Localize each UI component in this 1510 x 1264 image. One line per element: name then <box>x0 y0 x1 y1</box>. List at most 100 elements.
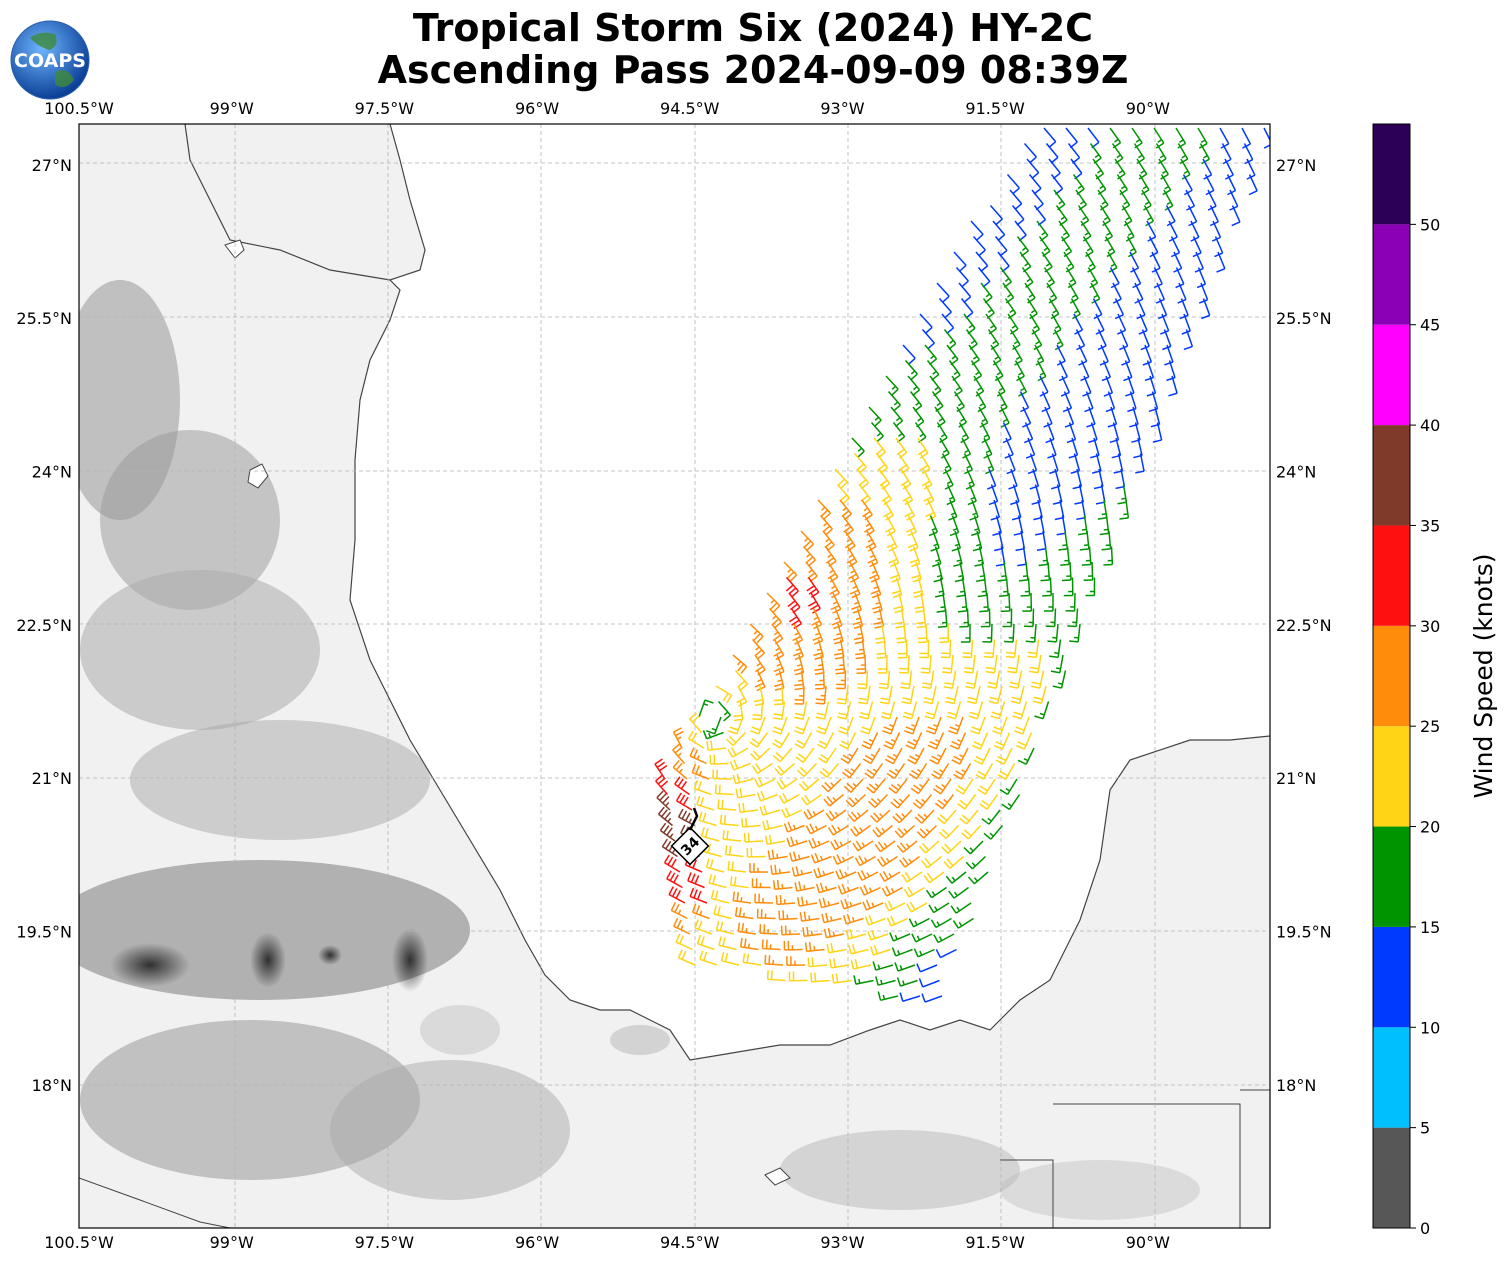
colorbar-tick-label: 50 <box>1420 215 1440 234</box>
wind-barb <box>751 878 771 889</box>
lon-tick-label-bottom: 99°W <box>210 1233 254 1252</box>
wind-barb <box>1162 329 1172 351</box>
wind-barb <box>1052 670 1067 689</box>
wind-barb <box>1201 298 1211 320</box>
wind-barb <box>837 701 852 720</box>
wind-barb <box>808 838 830 849</box>
wind-barb <box>990 499 1001 521</box>
wind-barb <box>1101 360 1111 382</box>
wind-barb <box>1123 360 1133 382</box>
wind-barb <box>794 716 810 735</box>
wind-barb <box>732 773 754 785</box>
wind-barb <box>1103 375 1114 397</box>
wind-barb <box>1144 360 1155 382</box>
wind-barb <box>1114 158 1126 180</box>
wind-barb <box>739 937 759 951</box>
wind-barb <box>888 778 908 794</box>
wind-barb <box>654 758 668 780</box>
wind-barb <box>921 329 935 350</box>
lat-ticks-right: 27°N 25.5°N 24°N 22.5°N 21°N 19.5°N 18°N <box>1276 156 1332 1095</box>
wind-barb <box>968 701 984 720</box>
wind-barb <box>816 732 835 750</box>
wind-barb <box>773 685 784 706</box>
wind-barb <box>773 639 785 661</box>
wind-barb <box>832 854 854 865</box>
wind-barb <box>722 830 742 842</box>
wind-barb <box>672 727 684 749</box>
wind-barb <box>857 870 879 881</box>
wind-barb <box>911 933 933 943</box>
wind-barb <box>1160 174 1172 196</box>
storm-track <box>688 807 699 831</box>
lon-tick-label-top: 93°W <box>820 99 864 118</box>
wind-barb <box>1035 515 1045 536</box>
wind-barb <box>829 958 850 969</box>
wind-barb <box>810 852 832 864</box>
wind-barb <box>934 794 955 810</box>
wind-barb <box>1141 189 1152 211</box>
wind-barb <box>1038 546 1049 567</box>
lon-tick-label-bottom: 96°W <box>515 1233 559 1252</box>
wind-barb <box>1040 561 1051 582</box>
wind-barb <box>987 329 1000 351</box>
wind-barb <box>657 806 673 827</box>
wind-barb <box>1001 794 1021 811</box>
wind-barb <box>741 817 761 828</box>
wind-barb <box>863 515 875 537</box>
wind-barb <box>668 886 686 904</box>
wind-barb <box>691 903 710 920</box>
lat-tick-label-left: 22.5°N <box>16 616 72 635</box>
wind-barb <box>933 933 955 944</box>
wind-barb <box>894 824 916 839</box>
wind-barb <box>901 685 915 705</box>
lon-ticks-top: 100.5°W 99°W 97.5°W 96°W 94.5°W 93°W 91.5°W 90°… <box>44 99 1170 118</box>
wind-barb <box>953 391 965 413</box>
wind-barb <box>821 912 842 924</box>
wind-barb <box>698 699 714 718</box>
lat-tick-label-left: 24°N <box>32 463 72 482</box>
wind-barb <box>789 608 802 630</box>
wind-barb <box>1025 623 1037 643</box>
wind-barb <box>908 763 928 780</box>
wind-barb <box>908 917 930 928</box>
wind-barb <box>761 939 781 951</box>
chart-title-line1: Tropical Storm Six (2024) HY-2C <box>413 6 1093 50</box>
wind-barb <box>948 499 958 521</box>
wind-barb <box>865 530 877 552</box>
wind-barb <box>838 716 854 735</box>
wind-barb <box>785 577 799 598</box>
wind-barb <box>700 827 720 842</box>
wind-barb <box>715 920 735 935</box>
wind-barb <box>830 839 852 851</box>
wind-barb <box>1008 468 1018 490</box>
wind-barb <box>818 897 840 909</box>
wind-barb <box>1140 329 1150 351</box>
wind-barb <box>896 977 918 987</box>
wind-barb <box>1058 530 1069 551</box>
wind-barb <box>1166 360 1176 382</box>
wind-barb <box>896 623 907 644</box>
wind-barb <box>1036 530 1047 551</box>
wind-barb <box>999 577 1009 597</box>
wind-barb <box>772 701 786 721</box>
wind-barb <box>1010 685 1025 705</box>
wind-barb <box>877 654 888 674</box>
wind-barb <box>780 925 801 936</box>
wind-barb <box>891 947 913 957</box>
wind-barb <box>666 870 683 889</box>
wind-barb <box>866 778 886 794</box>
wind-barb <box>923 871 945 884</box>
wind-barb <box>819 515 833 536</box>
wind-barb <box>884 747 903 765</box>
colorbar-bin <box>1373 324 1410 426</box>
wind-barb <box>794 732 813 749</box>
wind-barb <box>901 871 923 883</box>
wind-barb <box>810 972 830 983</box>
wind-barb <box>940 639 952 659</box>
wind-barb <box>1090 282 1101 304</box>
wind-barb <box>878 670 891 690</box>
wind-barb <box>750 747 771 761</box>
wind-barb <box>1079 530 1090 551</box>
wind-barb <box>823 793 844 807</box>
